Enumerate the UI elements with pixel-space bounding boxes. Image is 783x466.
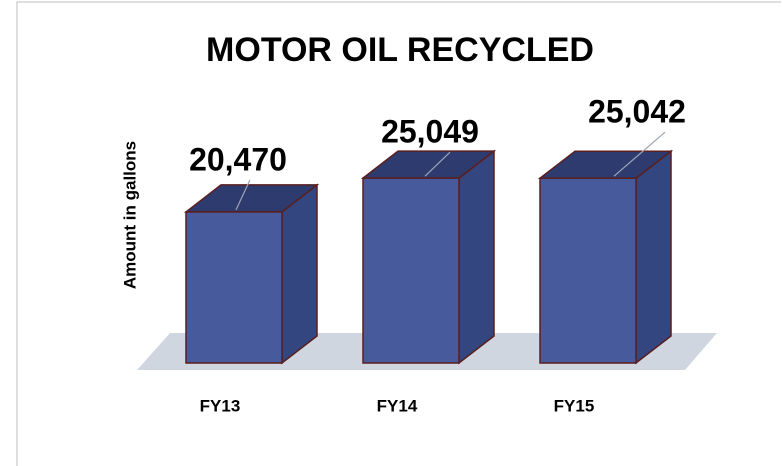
x-tick-label: FY14: [377, 396, 418, 415]
data-label: 25,042: [588, 94, 686, 130]
bar: [362, 177, 460, 364]
x-tick-label: FY13: [200, 396, 241, 415]
x-tick-label: FY15: [554, 396, 595, 415]
leader-line: [235, 179, 251, 211]
data-label: 25,049: [381, 114, 479, 150]
bar-side: [281, 183, 318, 365]
chart-title: MOTOR OIL RECYCLED: [206, 31, 594, 69]
leader-line: [613, 131, 666, 177]
bar-side: [635, 149, 672, 365]
frame: [16, 1, 781, 466]
bar: [185, 211, 283, 364]
data-label: 20,470: [189, 141, 287, 177]
leader-line: [424, 151, 451, 177]
bar: [539, 177, 637, 364]
y-axis-label: Amount in gallons: [120, 141, 139, 289]
bar-side: [458, 149, 495, 365]
